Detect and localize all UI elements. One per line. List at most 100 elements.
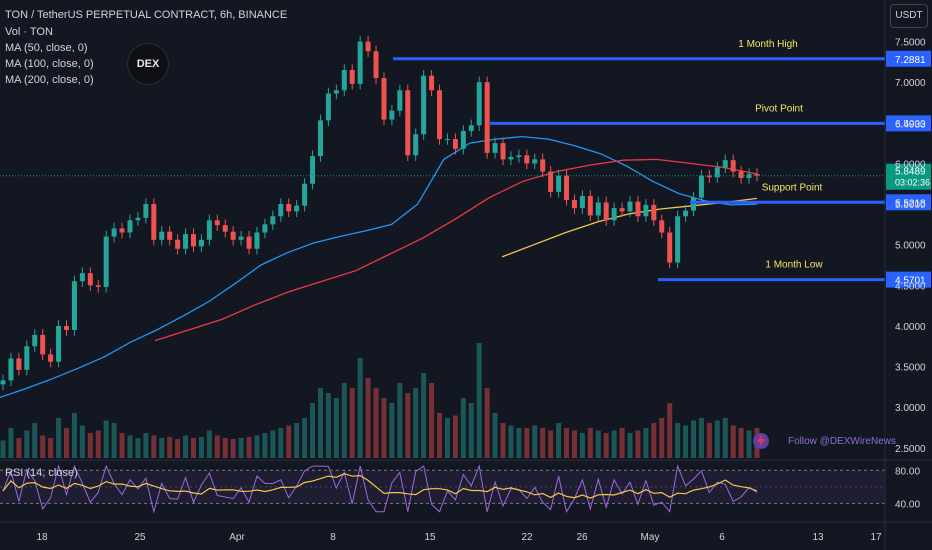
candle — [151, 198, 157, 246]
volume-bar — [738, 428, 744, 458]
volume-bar — [151, 435, 157, 458]
current-price-tag — [886, 163, 931, 190]
volume-bar — [341, 383, 347, 458]
candle-body — [230, 231, 236, 240]
volume-bar — [484, 388, 490, 458]
candle — [317, 114, 323, 162]
volume-bar — [238, 438, 244, 458]
volume-bar — [444, 418, 450, 458]
currency-button[interactable]: USDT — [890, 4, 928, 28]
time-tick-label: Apr — [229, 532, 245, 543]
ma50-label[interactable]: MA (50, close, 0) — [5, 42, 88, 54]
candle-body — [492, 143, 498, 153]
candle-body — [722, 160, 728, 168]
candle-body — [437, 90, 443, 140]
level-annotation: Pivot Point — [755, 103, 803, 114]
price-tick-label: 3.0000 — [895, 403, 926, 414]
candle-body — [190, 234, 196, 247]
candle-body — [595, 202, 601, 216]
volume-bar — [119, 433, 125, 458]
time-tick-label: May — [641, 532, 660, 543]
candle-body — [151, 204, 157, 240]
ma200-label[interactable]: MA (200, close, 0) — [5, 74, 94, 86]
candle-body — [143, 204, 149, 218]
candle-body — [746, 174, 752, 179]
volume-bar — [198, 437, 204, 458]
candle-body — [325, 93, 331, 121]
candle — [405, 84, 411, 161]
candle — [222, 219, 228, 238]
candle-body — [238, 236, 244, 240]
candle-body — [429, 75, 435, 91]
candle — [579, 190, 585, 214]
candle-body — [63, 325, 69, 330]
volume-bar — [619, 428, 625, 458]
candle — [571, 194, 577, 214]
time-tick-label: 15 — [424, 532, 436, 543]
volume-label[interactable]: Vol · TON — [5, 26, 53, 38]
volume-bar — [413, 388, 419, 458]
candle — [310, 150, 316, 190]
candle-body — [294, 205, 300, 212]
candle-body — [508, 156, 514, 160]
volume-bar — [492, 413, 498, 458]
candle-body — [8, 358, 14, 381]
candle — [460, 125, 466, 155]
volume-bar — [476, 343, 482, 458]
volume-bar — [571, 430, 577, 458]
volume-bar — [373, 388, 379, 458]
volume-bar — [651, 423, 657, 458]
level-price-tag — [886, 50, 931, 67]
candle-body — [95, 285, 101, 287]
lightning-icon — [753, 433, 769, 449]
volume-bar — [294, 423, 300, 458]
volume-bar — [659, 418, 665, 458]
volume-bar — [349, 388, 355, 458]
level-price-label: 6.4933 — [895, 119, 926, 130]
time-tick-label: 8 — [330, 532, 336, 543]
level-price-tag — [886, 115, 931, 132]
dex-logo: DEX — [127, 43, 169, 85]
volume-bar — [397, 383, 403, 458]
candle — [0, 374, 6, 391]
candle-body — [516, 155, 522, 157]
candle-body — [270, 216, 276, 225]
ma100-label[interactable]: MA (100, close, 0) — [5, 58, 94, 70]
candle — [516, 149, 522, 163]
candle — [540, 153, 546, 178]
volume-bar — [278, 428, 284, 458]
candle — [738, 165, 744, 184]
candle-body — [444, 139, 450, 141]
volume-bar — [730, 425, 736, 458]
candle-body — [564, 175, 570, 200]
candle-body — [635, 201, 641, 217]
candle-body — [278, 204, 284, 217]
candle — [302, 178, 308, 212]
candle-body — [460, 130, 466, 149]
volume-bar — [222, 438, 228, 458]
candle — [230, 226, 236, 246]
volume-bar — [262, 433, 268, 458]
candle — [63, 320, 69, 336]
candle — [429, 70, 435, 96]
price-tick-label: 5.5000 — [895, 200, 926, 211]
volume-bar — [698, 418, 704, 458]
volume-bar — [381, 398, 387, 458]
candle — [262, 218, 268, 239]
volume-bar — [532, 425, 538, 458]
time-tick-label: 22 — [521, 532, 533, 543]
time-tick-label: 26 — [576, 532, 588, 543]
volume-bar — [302, 418, 308, 458]
volume-bar — [706, 423, 712, 458]
candle — [564, 169, 570, 206]
symbol-title[interactable]: TON / TetherUS PERPETUAL CONTRACT, 6h, B… — [5, 9, 288, 21]
volume-bar — [508, 425, 514, 458]
candle — [8, 352, 14, 387]
volume-bar — [556, 423, 562, 458]
volume-bar — [246, 437, 252, 458]
candle — [183, 228, 189, 255]
candle-body — [452, 139, 458, 149]
candle — [683, 204, 689, 222]
rsi-label[interactable]: RSI (14, close) — [5, 467, 78, 479]
